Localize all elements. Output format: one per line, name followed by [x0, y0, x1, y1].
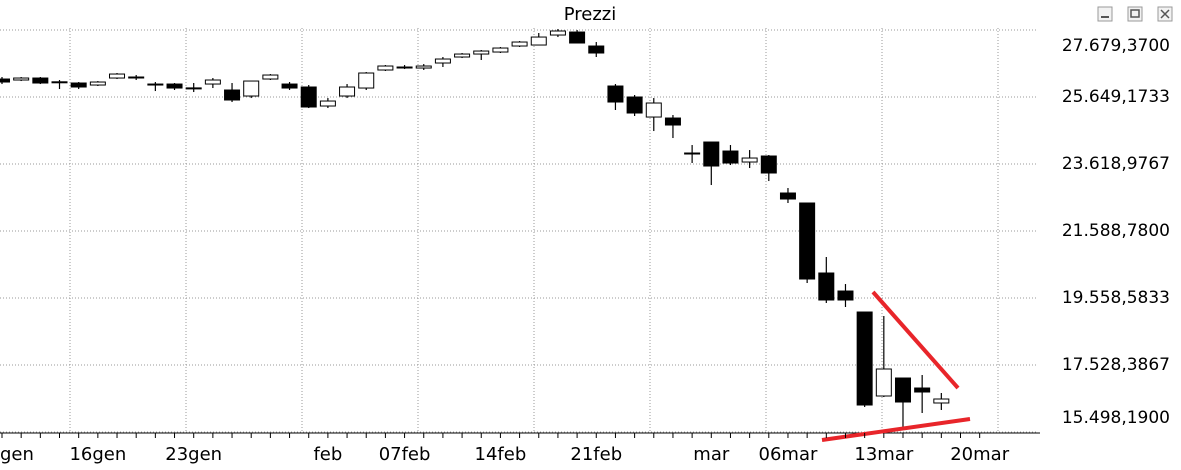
x-tick-label: feb	[313, 444, 342, 465]
candle-body	[626, 96, 643, 114]
x-tick-label: 06mar	[759, 444, 818, 465]
candle-body	[933, 398, 950, 404]
x-tick-label: 23gen	[165, 444, 222, 465]
x-tick-label: 20mar	[950, 444, 1009, 465]
y-tick-label: 17.528,3867	[1062, 355, 1170, 375]
candle-body	[339, 86, 356, 97]
candle-body	[434, 58, 451, 64]
candle-body	[511, 41, 528, 47]
chart-title: Prezzi	[564, 4, 617, 25]
y-tick-label: 23.618,9767	[1062, 154, 1170, 174]
candle-body	[32, 77, 49, 84]
candle-body	[128, 76, 145, 79]
window-buttons	[1097, 6, 1173, 22]
x-tick-label: 07feb	[379, 444, 431, 465]
x-tick-label: mar	[693, 444, 730, 465]
candle-body	[262, 74, 279, 80]
candle-body	[914, 387, 931, 393]
candle-body	[607, 85, 624, 103]
candle-body	[684, 152, 701, 155]
x-tick-label: 14feb	[475, 444, 527, 465]
candle-body	[875, 368, 892, 397]
trend-line-lower	[821, 417, 971, 442]
candle-body	[243, 80, 260, 97]
y-tick-label: 15.498,1900	[1062, 408, 1170, 428]
candle-body	[799, 202, 816, 280]
maximize-icon	[1130, 9, 1140, 18]
candle-body	[300, 86, 317, 108]
candle-body	[377, 65, 394, 71]
plot	[0, 29, 1038, 433]
candle-body	[13, 77, 30, 81]
candle-body	[818, 272, 835, 301]
candle-body	[741, 157, 758, 163]
candle-body	[0, 78, 10, 83]
candle-body	[779, 192, 796, 200]
y-tick-label: 25.649,1733	[1062, 87, 1170, 107]
close-icon	[1160, 9, 1170, 19]
candle-body	[204, 79, 221, 85]
candle-body	[530, 36, 547, 46]
candle-body	[396, 66, 413, 69]
x-tick-label: 21feb	[570, 444, 622, 465]
candle-body	[856, 311, 873, 406]
candle-body	[281, 83, 298, 89]
y-tick-label: 27.679,3700	[1062, 36, 1170, 56]
trend-line-upper	[871, 290, 960, 390]
y-tick-label: 21.588,7800	[1062, 221, 1170, 241]
candle-body	[703, 141, 720, 167]
candle-body	[664, 117, 681, 126]
x-tick-label: 13mar	[854, 444, 913, 465]
x-tick-label: 16gen	[69, 444, 126, 465]
y-tick-label: 19.558,5833	[1062, 288, 1170, 308]
x-tick-label: gen	[0, 444, 34, 465]
candle-body	[492, 47, 509, 53]
candle-body	[473, 50, 490, 55]
candle-body	[358, 72, 375, 89]
candle-body	[760, 155, 777, 174]
annotations	[821, 290, 971, 442]
candle-body	[70, 82, 87, 88]
candle-body	[224, 89, 241, 101]
candle-body	[147, 83, 164, 86]
candle-body	[645, 102, 662, 118]
candle-body	[319, 100, 336, 107]
maximize-button[interactable]	[1127, 6, 1143, 22]
candle-body	[166, 83, 183, 89]
candle-body	[415, 65, 432, 69]
candle-body	[185, 87, 202, 90]
candle-body	[837, 290, 854, 301]
candle-body	[454, 53, 471, 58]
minimize-button[interactable]	[1097, 6, 1113, 22]
candle-body	[549, 30, 566, 36]
candle-body	[588, 45, 605, 54]
candle-body	[51, 81, 68, 84]
candle-body	[89, 81, 106, 86]
candle-body	[109, 73, 126, 79]
candle-body	[894, 377, 911, 403]
candle-body	[569, 31, 586, 44]
candle-body	[722, 150, 739, 164]
